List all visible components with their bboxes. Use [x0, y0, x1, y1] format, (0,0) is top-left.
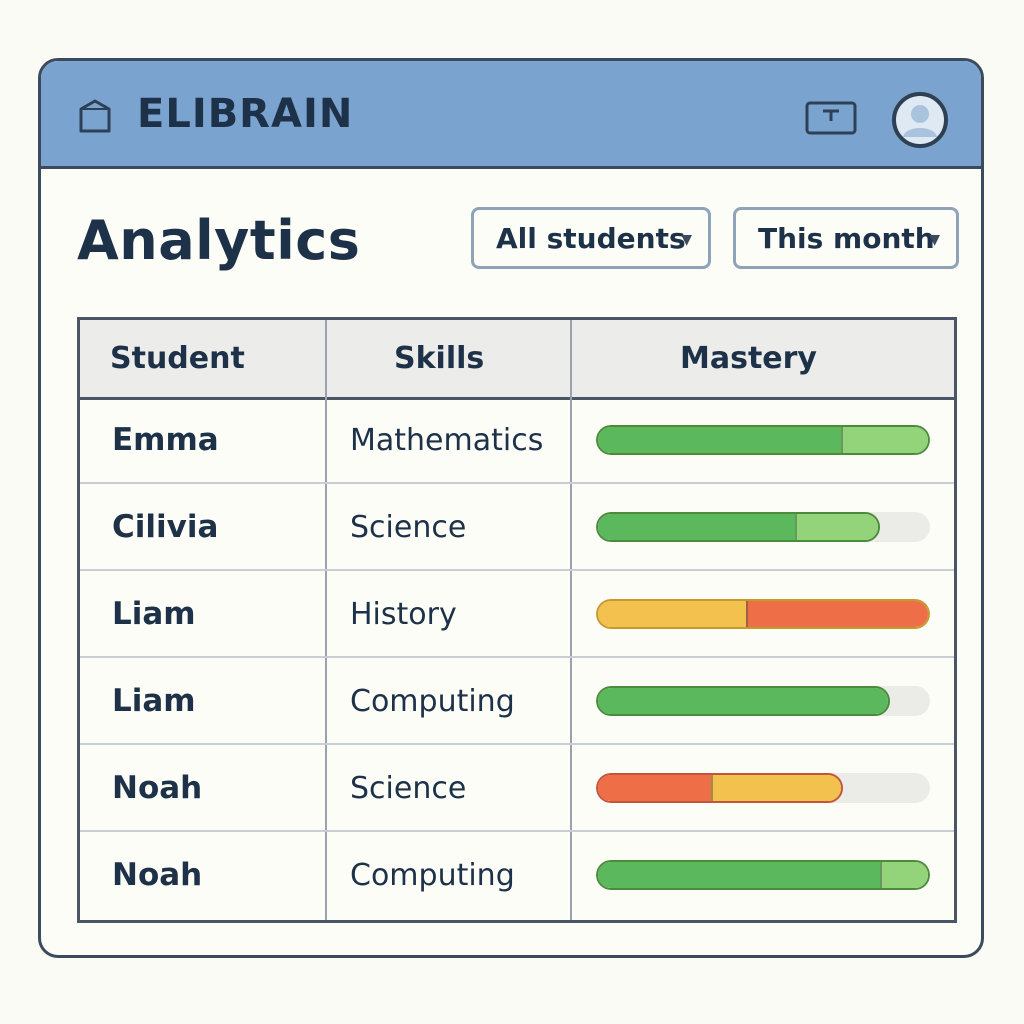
- app-window: ELIBRAIN Analytics All students ▼ This m…: [38, 58, 984, 958]
- mastery-bar-segment: [598, 862, 881, 888]
- table-header: Student Skills Mastery: [80, 320, 954, 400]
- mastery-bar-fill: [596, 599, 930, 629]
- mastery-bar: [596, 686, 930, 716]
- caret-down-icon: ▼: [929, 232, 940, 248]
- column-divider: [325, 320, 327, 920]
- mastery-bar-segment: [840, 427, 928, 453]
- student-name: Liam: [112, 596, 196, 632]
- period-filter-label: This month: [758, 221, 935, 255]
- mastery-bar: [596, 425, 930, 455]
- period-filter-dropdown[interactable]: This month ▼: [733, 207, 959, 269]
- mastery-bar-segment: [880, 862, 928, 888]
- skill-name: Mathematics: [350, 423, 544, 458]
- mastery-bar-segment: [598, 688, 888, 714]
- column-header-skills[interactable]: Skills: [394, 341, 485, 376]
- skill-name: Science: [350, 771, 467, 806]
- skill-name: Science: [350, 510, 467, 545]
- students-filter-dropdown[interactable]: All students ▼: [471, 207, 711, 269]
- analytics-table: Student Skills Mastery Emma Mathematics Ci…: [77, 317, 957, 923]
- mastery-bar-fill: [596, 686, 890, 716]
- mastery-bar-segment: [795, 514, 878, 540]
- mastery-bar: [596, 860, 930, 890]
- student-name: Cilivia: [112, 509, 219, 545]
- mastery-bar-segment: [598, 514, 796, 540]
- skill-name: History: [350, 597, 457, 632]
- table-row[interactable]: Noah Computing: [80, 832, 954, 919]
- student-name: Liam: [112, 683, 196, 719]
- column-header-mastery[interactable]: Mastery: [680, 341, 817, 376]
- app-title: ELIBRAIN: [137, 91, 354, 137]
- box-icon: [79, 99, 111, 133]
- table-row[interactable]: Emma Mathematics: [80, 397, 954, 484]
- column-header-student[interactable]: Student: [110, 341, 245, 376]
- mastery-bar: [596, 599, 930, 629]
- table-row[interactable]: Cilivia Science: [80, 484, 954, 571]
- mastery-bar: [596, 512, 930, 542]
- mastery-bar-segment: [598, 427, 841, 453]
- mastery-bar: [596, 773, 930, 803]
- title-bar: ELIBRAIN: [41, 61, 981, 169]
- mastery-bar-segment: [711, 775, 841, 801]
- mastery-bar-fill: [596, 773, 843, 803]
- mastery-bar-fill: [596, 512, 880, 542]
- mastery-bar-segment: [598, 775, 712, 801]
- student-name: Noah: [112, 770, 203, 806]
- caret-down-icon: ▼: [681, 232, 692, 248]
- mastery-bar-segment: [745, 601, 928, 627]
- mastery-bar-fill: [596, 425, 930, 455]
- user-avatar-icon[interactable]: [891, 91, 949, 149]
- students-filter-label: All students: [496, 221, 686, 255]
- mastery-bar-segment: [598, 601, 746, 627]
- page-title: Analytics: [77, 209, 361, 272]
- student-name: Emma: [112, 422, 219, 458]
- monitor-icon[interactable]: [805, 101, 857, 137]
- skill-name: Computing: [350, 684, 515, 719]
- mastery-bar-fill: [596, 860, 930, 890]
- skill-name: Computing: [350, 858, 515, 893]
- column-divider: [570, 320, 572, 920]
- student-name: Noah: [112, 857, 203, 893]
- table-row[interactable]: Noah Science: [80, 745, 954, 832]
- table-row[interactable]: Liam History: [80, 571, 954, 658]
- table-row[interactable]: Liam Computing: [80, 658, 954, 745]
